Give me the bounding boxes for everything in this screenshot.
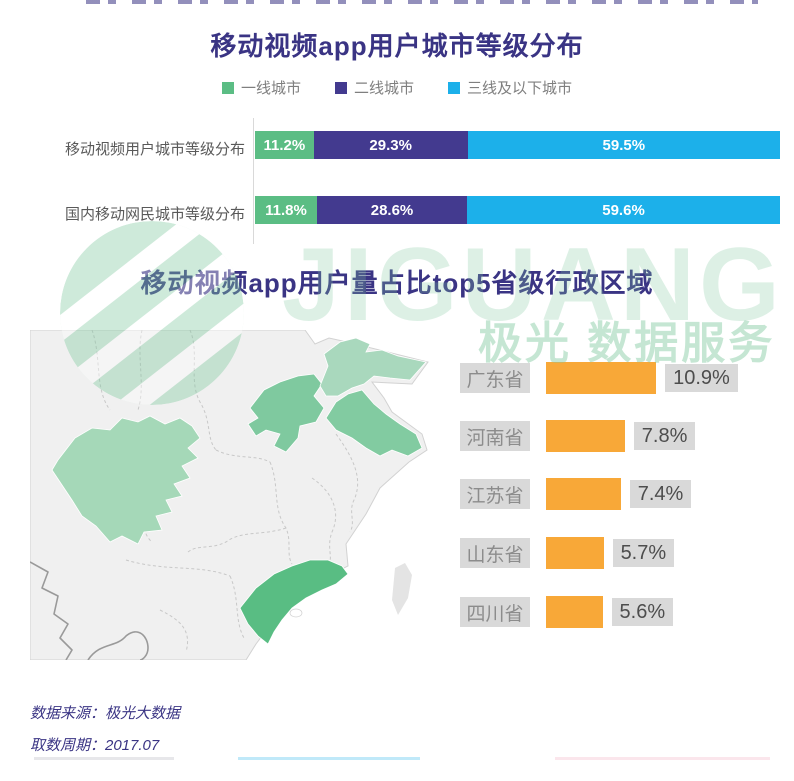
legend-label-tier3: 三线及以下城市: [467, 80, 573, 97]
bar-segment-tier1: 11.8%: [255, 196, 317, 224]
legend-label-tier1: 一线城市: [240, 80, 301, 97]
bar-segment-tier2: 29.3%: [313, 131, 468, 159]
legend-swatch-tier3-icon: [448, 81, 460, 94]
legend-item-tier3: 三线及以下城市: [448, 77, 572, 98]
map-border: [159, 609, 188, 653]
province-label: 河南省: [460, 421, 530, 451]
legend-item-tier2: 二线城市: [334, 77, 414, 98]
chart1-legend: 一线城市 二线城市 三线及以下城市: [0, 77, 794, 98]
stacked-bar-mobile-netizens: 11.8% 28.6% 59.6%: [255, 196, 780, 224]
map-border: [189, 329, 217, 451]
clipped-text-top: [86, 0, 758, 4]
province-bar: [546, 537, 604, 569]
legend-item-tier1: 一线城市: [221, 77, 301, 98]
legend-swatch-tier2-icon: [334, 81, 347, 94]
province-row-henan: 河南省 7.8%: [460, 420, 696, 452]
map-country-border: [29, 561, 73, 661]
map-province-shandong: [319, 337, 427, 397]
china-map-svg: [29, 329, 429, 661]
bar-segment-tier2: 28.6%: [316, 196, 468, 224]
map-province-jiangsu: [325, 389, 423, 457]
china-map: [29, 329, 450, 661]
chart2-title: 移动视频app用户量占比top5省级行政区域: [140, 268, 654, 298]
province-row-jiangsu: 江苏省 7.4%: [460, 478, 692, 510]
clipped-fragment-pink: [555, 757, 770, 760]
map-province-henan: [247, 373, 325, 453]
map-border: [215, 449, 271, 463]
province-value: 10.9%: [665, 364, 738, 392]
map-border: [137, 329, 143, 411]
legend-swatch-tier1-icon: [221, 81, 234, 94]
chart1-axis-line: [253, 118, 254, 244]
province-row-guangdong: 广东省 10.9%: [460, 362, 738, 394]
map-border: [335, 433, 359, 533]
jiguang-service-watermark: 极光 数据服务: [478, 319, 776, 368]
province-label: 山东省: [460, 538, 530, 568]
clipped-fragment-gray: [34, 757, 174, 760]
map-border: [229, 575, 245, 639]
stacked-bar-video-users: 11.2% 29.3% 59.5%: [255, 131, 780, 159]
map-border: [311, 477, 337, 567]
province-bar: [546, 362, 657, 394]
bar-segment-tier3: 59.5%: [467, 131, 780, 159]
footer-data-period: 取数周期：2017.07: [30, 737, 160, 754]
province-bar: [546, 596, 603, 628]
province-value: 7.8%: [633, 422, 696, 450]
map-pearl-delta: [289, 608, 303, 618]
map-country-border: [87, 631, 149, 661]
province-label: 四川省: [460, 597, 530, 627]
province-label: 江苏省: [460, 479, 530, 509]
bar-segment-tier1: 11.2%: [255, 131, 314, 159]
map-border: [125, 559, 231, 577]
province-bar: [546, 478, 621, 510]
map-province-sichuan: [51, 415, 201, 545]
province-bar: [546, 420, 625, 452]
province-label: 广东省: [460, 363, 530, 393]
bar-segment-tier3: 59.6%: [467, 196, 780, 224]
stacked-row-label-mobile-netizens: 国内移动网民城市等级分布: [64, 206, 245, 223]
map-province-guangdong: [239, 559, 349, 645]
legend-label-tier2: 二线城市: [353, 80, 414, 97]
stacked-row-label-video-users: 移动视频用户城市等级分布: [64, 141, 245, 158]
province-row-shandong: 山东省 5.7%: [460, 537, 675, 569]
footer-data-source: 数据来源：极光大数据: [30, 705, 181, 722]
map-taiwan: [392, 563, 412, 615]
map-border: [187, 527, 287, 553]
province-row-sichuan: 四川省 5.6%: [460, 596, 674, 628]
clipped-fragment-blue: [238, 757, 420, 760]
province-value: 5.7%: [612, 539, 675, 567]
province-value: 7.4%: [629, 480, 692, 508]
province-value: 5.6%: [611, 598, 674, 626]
chart1-title: 移动视频app用户城市等级分布: [210, 31, 584, 61]
